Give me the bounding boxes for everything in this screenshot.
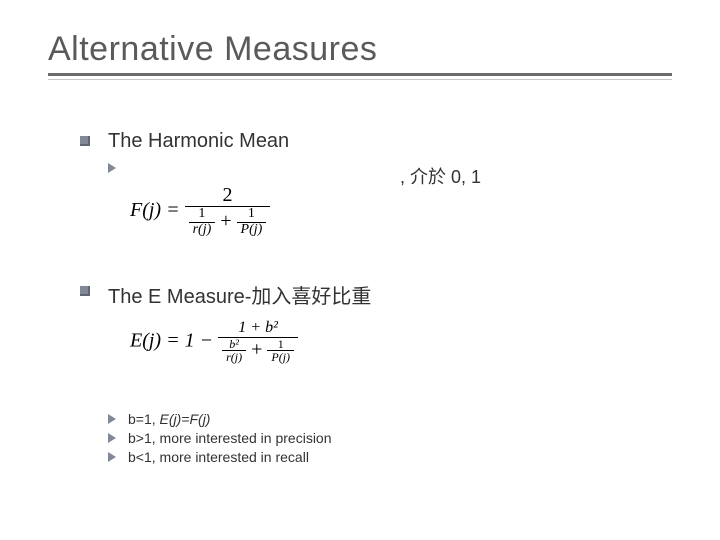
formula-e-den-right: 1 P(j): [267, 338, 294, 364]
formula-f-den: 1 r(j) + 1 P(j): [185, 207, 271, 237]
formula-e-den-right-num: 1: [267, 338, 294, 352]
formula-f-den-right-num: 1: [237, 207, 267, 223]
formula-e: E(j) = 1 − 1 + b² b² r(j) + 1 P(j): [130, 320, 298, 364]
slide: Alternative Measures The Harmonic Mean ,…: [0, 0, 720, 540]
range-note: , 介於 0, 1: [400, 163, 481, 189]
section-emeasure: The E Measure-加入喜好比重: [80, 280, 660, 309]
formula-e-den: b² r(j) + 1 P(j): [218, 338, 298, 364]
sub-b-gt-1-text: b>1, more interested in precision: [128, 430, 332, 446]
formula-f-frac: 2 1 r(j) + 1 P(j): [185, 185, 271, 237]
sub-empty-harmonic: [108, 159, 660, 173]
sub-b-eq-1: b=1, E(j)=F(j): [108, 410, 660, 429]
section-harmonic: The Harmonic Mean: [80, 130, 660, 173]
formula-e-plus: +: [251, 338, 262, 360]
slide-title: Alternative Measures: [48, 30, 672, 69]
formula-e-den-right-den: P(j): [267, 351, 294, 364]
title-rule-thin: [48, 79, 672, 80]
heading-emeasure: The E Measure-加入喜好比重: [80, 280, 660, 309]
subpoints: b=1, E(j)=F(j) b>1, more interested in p…: [80, 410, 660, 467]
formula-e-den-left-den: r(j): [222, 351, 246, 364]
title-rule-thick: [48, 73, 672, 76]
formula-f-lhs: F(j) =: [130, 199, 180, 221]
formula-e-num: 1 + b²: [218, 320, 298, 338]
formula-f-plus: +: [220, 210, 231, 232]
formula-f-num: 2: [185, 185, 271, 207]
sub-b-gt-1: b>1, more interested in precision: [108, 429, 660, 448]
formula-f-den-left: 1 r(j): [189, 207, 216, 237]
sub-b-lt-1-text: b<1, more interested in recall: [128, 449, 309, 465]
formula-f-den-right: 1 P(j): [237, 207, 267, 237]
formula-e-den-left-num: b²: [222, 338, 246, 352]
sub-b-lt-1: b<1, more interested in recall: [108, 448, 660, 467]
formula-e-frac: 1 + b² b² r(j) + 1 P(j): [218, 320, 298, 364]
formula-e-lhs: E(j) = 1 −: [130, 330, 213, 352]
formula-f: F(j) = 2 1 r(j) + 1 P(j): [130, 185, 270, 237]
formula-f-den-right-den: P(j): [237, 223, 267, 238]
formula-e-den-left: b² r(j): [222, 338, 246, 364]
sub-b-eq-1-em: E(j)=F(j): [160, 411, 211, 427]
sub-b-eq-1-prefix: b=1,: [128, 411, 160, 427]
formula-f-den-left-num: 1: [189, 207, 216, 223]
heading-harmonic: The Harmonic Mean: [80, 130, 660, 153]
formula-f-den-left-den: r(j): [189, 223, 216, 238]
